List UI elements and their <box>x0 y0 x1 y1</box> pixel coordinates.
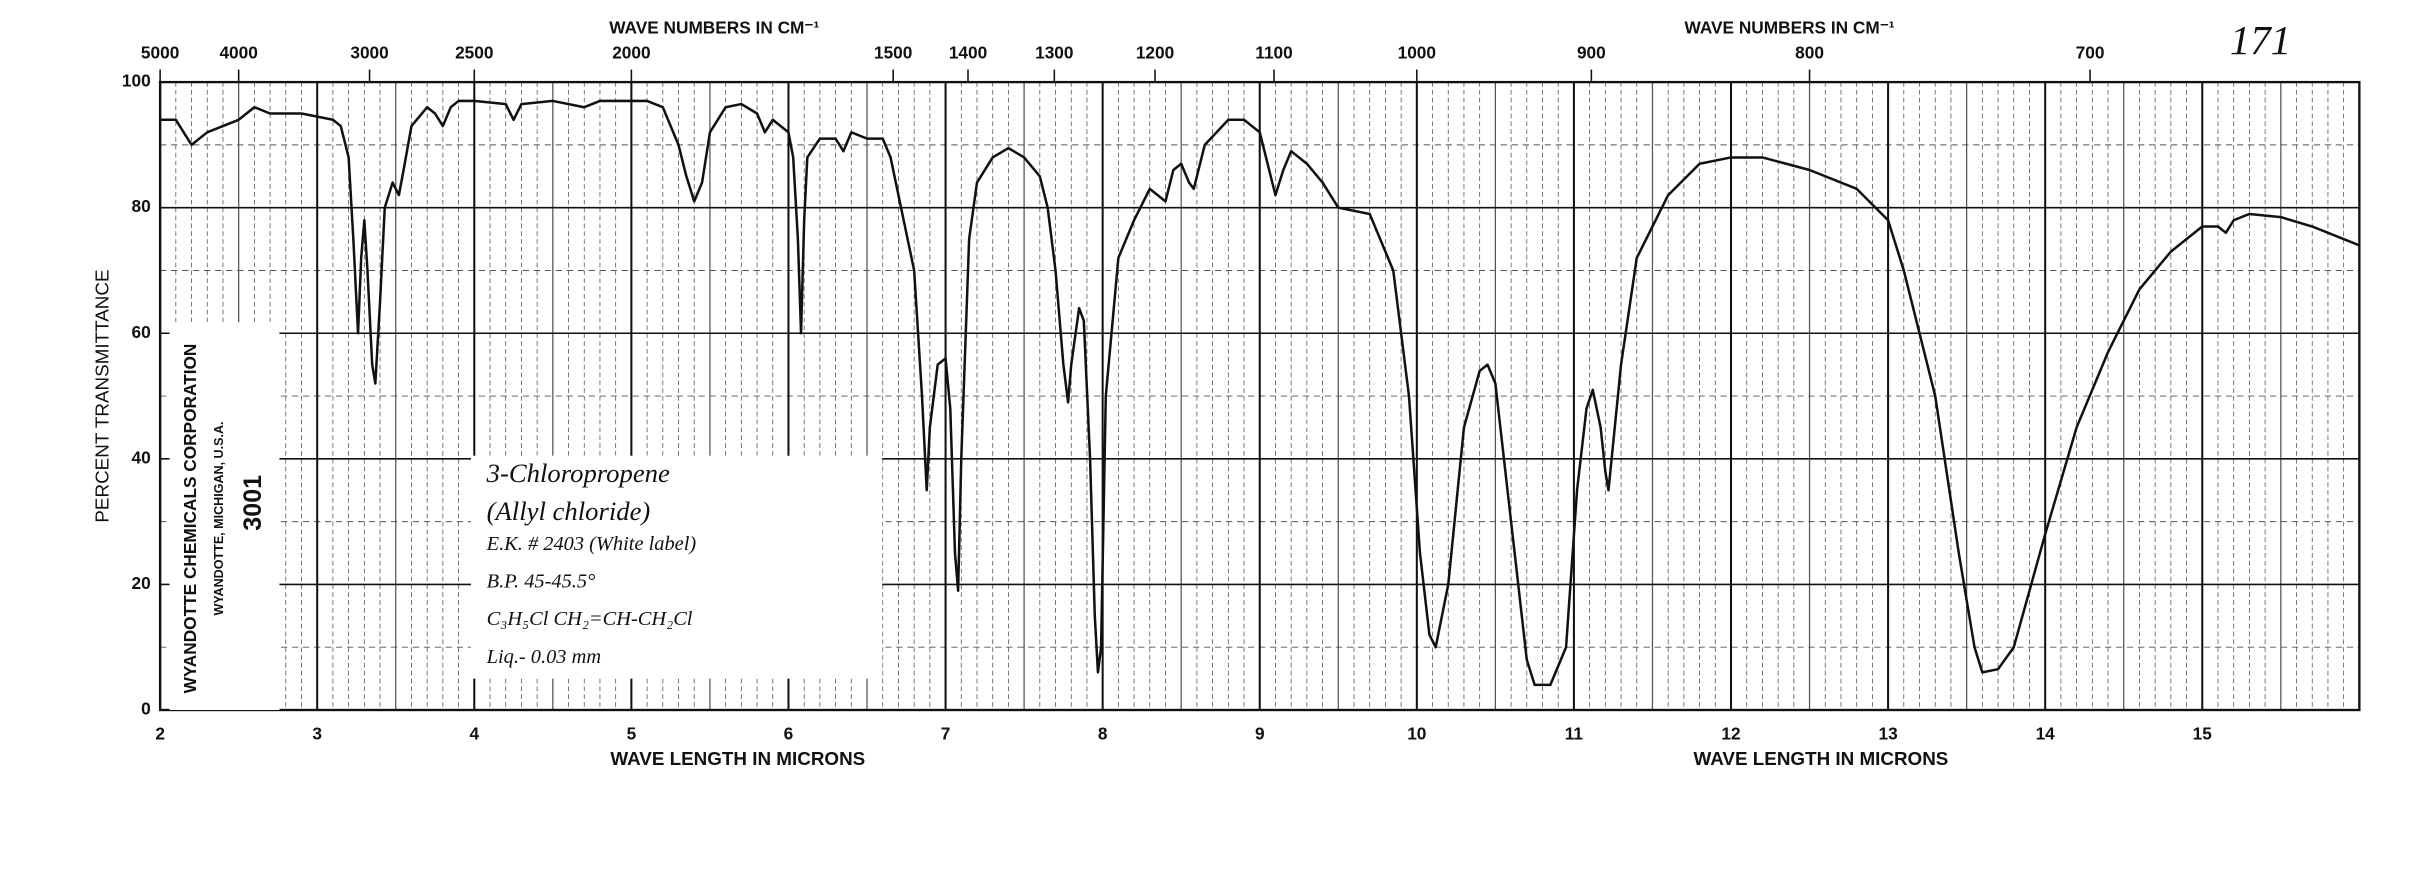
top-tick-label: 1000 <box>1398 42 1436 62</box>
x-tick-label: 5 <box>627 724 637 744</box>
x-axis-label: WAVE LENGTH IN MICRONS <box>610 748 865 769</box>
y-tick-label: 80 <box>132 196 151 216</box>
annotation-text: E.K. # 2403 (White label) <box>486 533 697 555</box>
x-tick-label: 15 <box>2193 724 2213 744</box>
annotation-text: B.P. 45-45.5° <box>487 571 596 593</box>
top-tick-label: 1100 <box>1255 42 1292 62</box>
x-tick-label: 3 <box>312 724 322 744</box>
top-tick-label: 900 <box>1577 42 1606 62</box>
annotation-text: (Allyl chloride) <box>487 496 651 526</box>
x-tick-label: 6 <box>784 724 794 744</box>
y-tick-label: 20 <box>132 573 151 593</box>
top-tick-label: 1400 <box>949 42 987 62</box>
y-tick-label: 60 <box>132 322 151 342</box>
x-axis-label: WAVE LENGTH IN MICRONS <box>1693 748 1948 769</box>
top-tick-label: 2000 <box>612 42 650 62</box>
y-axis-label: PERCENT TRANSMITTANCE <box>92 269 113 522</box>
stamp-box <box>169 322 280 711</box>
annotation-text: C₃H₅Cl CH₂=CH-CH₂Cl <box>487 608 693 630</box>
stamp-text: WYANDOTTE, MICHIGAN, U.S.A. <box>212 421 226 615</box>
top-tick-label: 5000 <box>141 42 179 62</box>
spectrum-line <box>160 99 2360 687</box>
x-tick-label: 14 <box>2036 724 2056 744</box>
x-tick-label: 13 <box>1879 724 1898 744</box>
top-tick-label: 4000 <box>219 42 257 62</box>
plot-frame <box>158 80 2361 712</box>
x-tick-label: 11 <box>1565 724 1584 744</box>
x-tick-label: 8 <box>1098 724 1108 744</box>
y-tick-label: 40 <box>132 447 151 467</box>
top-axis-label: WAVE NUMBERS IN CM⁻¹ <box>1685 17 1895 37</box>
sample-number: 3001 <box>239 475 267 531</box>
annotation-text: 3-Chloropropene <box>486 458 670 488</box>
top-tick-label: 1200 <box>1136 42 1174 62</box>
top-axis-label: WAVE NUMBERS IN CM⁻¹ <box>609 17 819 37</box>
x-tick-label: 4 <box>469 724 479 744</box>
x-tick-label: 10 <box>1407 724 1426 744</box>
annotation-text: Liq.- 0.03 mm <box>486 646 601 668</box>
top-tick-label: 3000 <box>350 42 388 62</box>
x-tick-label: 9 <box>1255 724 1265 744</box>
y-tick-label: 100 <box>122 71 151 91</box>
top-tick-label: 2500 <box>455 42 493 62</box>
y-tick-label: 0 <box>141 699 151 719</box>
top-tick-label: 1300 <box>1035 42 1073 62</box>
annotation-box <box>470 455 883 679</box>
x-tick-label: 12 <box>1721 724 1740 744</box>
x-tick-label: 7 <box>941 724 951 744</box>
top-tick-label: 700 <box>2076 42 2105 62</box>
top-tick-label: 800 <box>1795 42 1824 62</box>
stamp-text: WYANDOTTE CHEMICALS CORPORATION <box>180 344 200 694</box>
page-number: 171 <box>2230 18 2291 63</box>
x-tick-label: 2 <box>155 724 165 744</box>
top-tick-label: 1500 <box>874 42 912 62</box>
